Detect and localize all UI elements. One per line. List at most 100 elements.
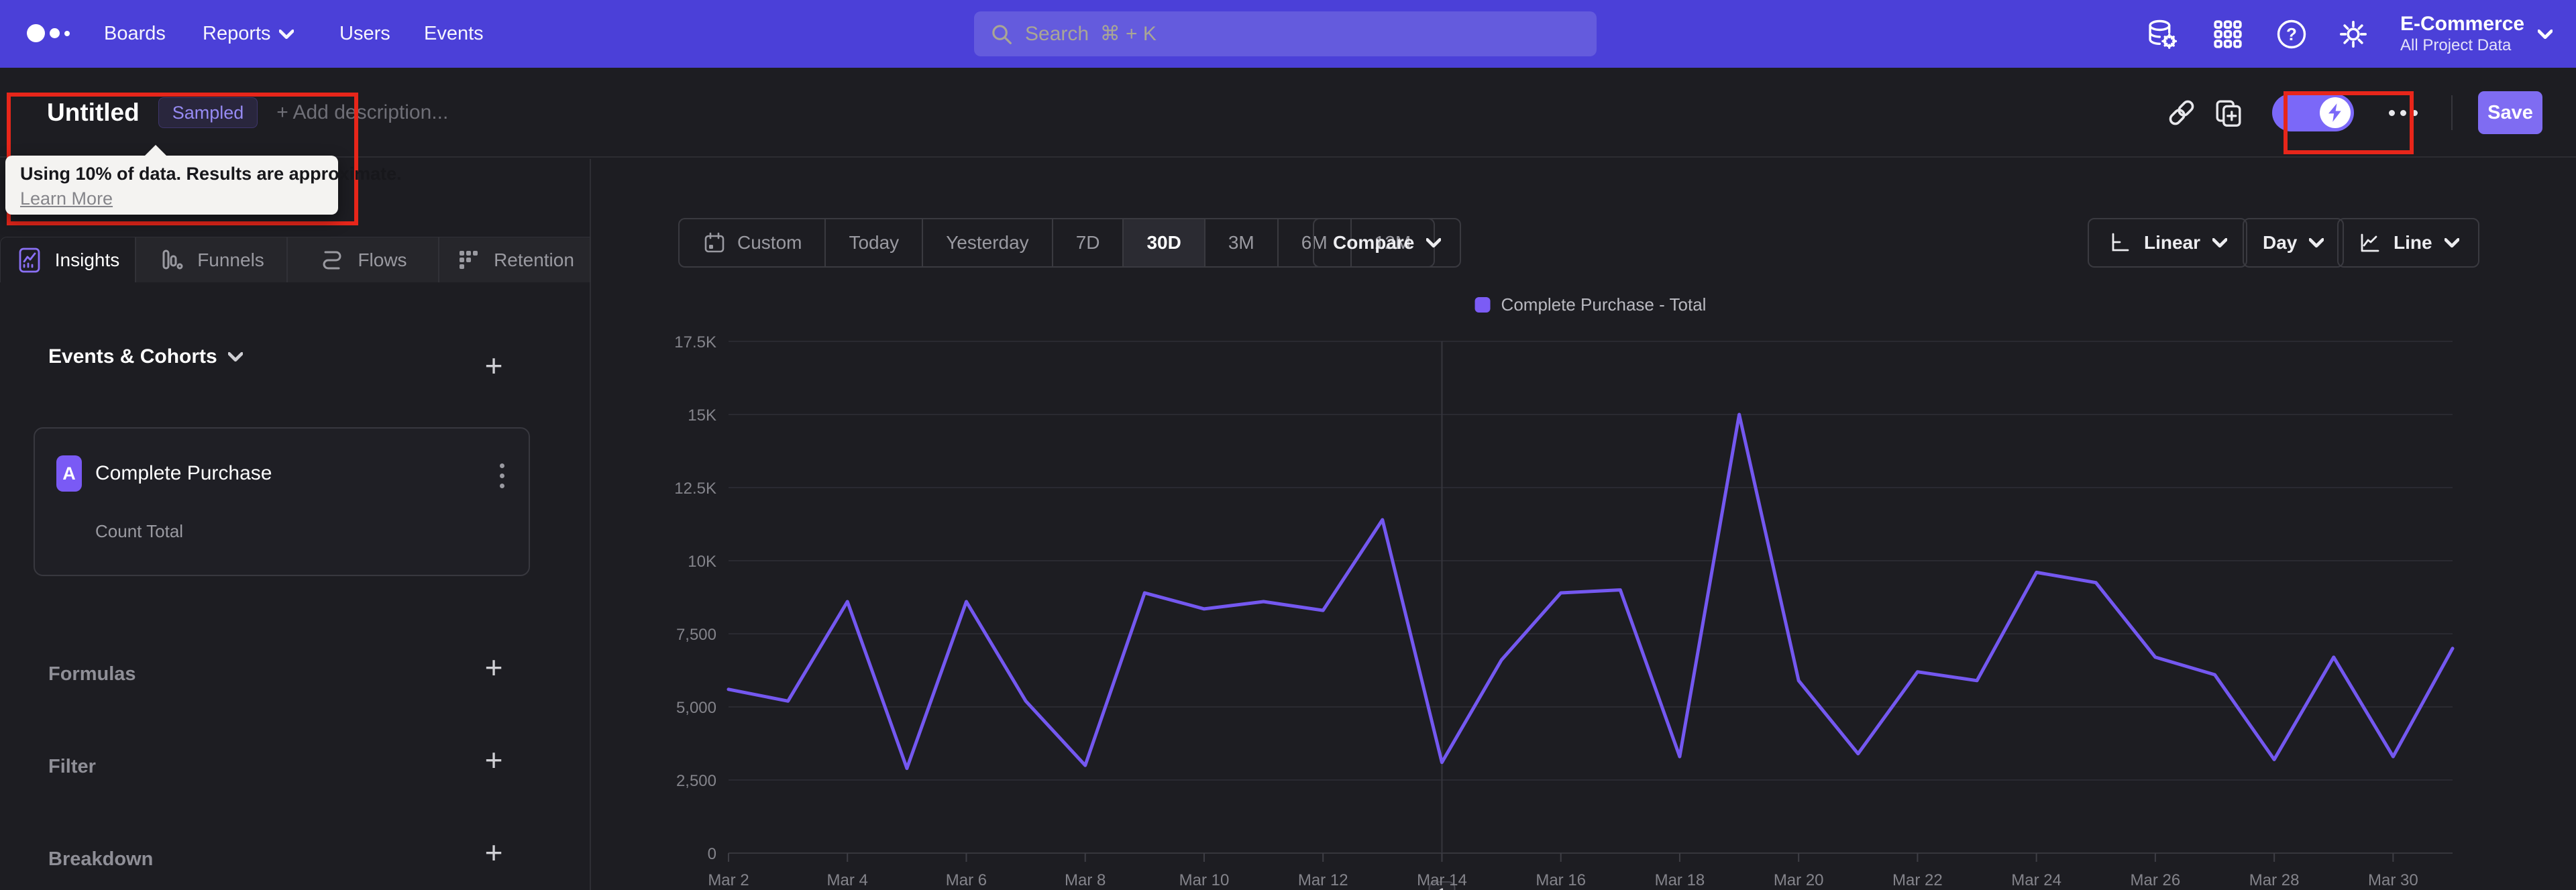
svg-text:1: 1 bbox=[1437, 885, 1447, 890]
help-icon[interactable]: ? bbox=[2274, 0, 2309, 68]
copy-link-icon[interactable] bbox=[2158, 89, 2205, 136]
add-filter-button[interactable]: + bbox=[484, 742, 503, 777]
lightning-icon bbox=[2328, 103, 2341, 122]
report-title-bar: Untitled Sampled + Add description... bbox=[0, 68, 2576, 158]
svg-text:?: ? bbox=[2286, 24, 2297, 44]
copy-to-board-icon[interactable] bbox=[2205, 89, 2252, 136]
legend-swatch bbox=[1474, 297, 1491, 313]
chart-legend[interactable]: Complete Purchase - Total bbox=[1474, 294, 1707, 315]
report-tabs: Insights Funnels Flows bbox=[0, 237, 590, 282]
add-formula-button[interactable]: + bbox=[484, 650, 503, 685]
tooltip-message: Using 10% of data. Results are approxima… bbox=[20, 164, 402, 184]
svg-text:17.5K: 17.5K bbox=[674, 333, 716, 351]
chevron-down-icon bbox=[2212, 238, 2228, 247]
tab-funnels[interactable]: Funnels bbox=[136, 237, 287, 282]
svg-text:Mar 2: Mar 2 bbox=[708, 871, 749, 889]
date-range-today[interactable]: Today bbox=[826, 219, 924, 266]
chevron-down-icon bbox=[2309, 238, 2324, 247]
learn-more-link[interactable]: Learn More bbox=[20, 188, 113, 209]
breakdown-header: Breakdown bbox=[48, 848, 154, 870]
project-scope: All Project Data bbox=[2400, 36, 2512, 54]
nav-item-users[interactable]: Users bbox=[339, 0, 390, 68]
filter-header: Filter bbox=[48, 756, 96, 777]
mixpanel-logo-icon[interactable] bbox=[27, 24, 70, 42]
chevron-down-icon bbox=[278, 29, 294, 39]
tab-flows[interactable]: Flows bbox=[287, 237, 439, 282]
sampled-badge[interactable]: Sampled bbox=[158, 97, 258, 128]
tab-retention[interactable]: Retention bbox=[439, 237, 590, 282]
query-builder-sidebar: Insights Funnels Flows bbox=[0, 159, 591, 890]
svg-text:10K: 10K bbox=[688, 553, 716, 571]
date-range-3m[interactable]: 3M bbox=[1205, 219, 1279, 266]
date-range-7d[interactable]: 7D bbox=[1053, 219, 1124, 266]
data-management-icon[interactable] bbox=[2144, 0, 2179, 68]
line-chart[interactable]: 0 2,500 5,000 7,500 10K 12.5K 15K 17.5K 1 Mar 2 Ma… bbox=[591, 323, 2576, 890]
apps-grid-icon[interactable] bbox=[2211, 0, 2245, 68]
date-range-6m[interactable]: 6M bbox=[1279, 219, 1352, 266]
nav-item-reports[interactable]: Reports bbox=[203, 0, 294, 68]
chevron-down-icon bbox=[2444, 238, 2459, 247]
scale-dropdown[interactable]: Linear bbox=[2088, 218, 2248, 268]
svg-text:Mar 6: Mar 6 bbox=[946, 871, 987, 889]
settings-gear-icon[interactable] bbox=[2336, 0, 2371, 68]
date-range-yesterday[interactable]: Yesterday bbox=[923, 219, 1053, 266]
global-search[interactable] bbox=[974, 11, 1597, 56]
svg-text:Mar 26: Mar 26 bbox=[2131, 871, 2181, 889]
top-nav: Boards Reports Users Events bbox=[0, 0, 2576, 68]
svg-text:7,500: 7,500 bbox=[676, 626, 716, 644]
event-kebab-menu[interactable] bbox=[494, 458, 510, 494]
formulas-header: Formulas bbox=[48, 663, 136, 685]
nav-item-boards[interactable]: Boards bbox=[104, 0, 166, 68]
chevron-down-icon bbox=[2538, 29, 2553, 39]
svg-text:5,000: 5,000 bbox=[676, 699, 716, 717]
svg-text:12.5K: 12.5K bbox=[674, 480, 716, 498]
add-event-button[interactable]: + bbox=[484, 348, 503, 383]
date-range-custom[interactable]: Custom bbox=[680, 219, 826, 266]
compare-dropdown[interactable]: Compare bbox=[1313, 218, 1462, 268]
search-input[interactable] bbox=[1025, 22, 1580, 46]
event-metric[interactable]: Count Total bbox=[95, 521, 184, 541]
svg-text:Mar 4: Mar 4 bbox=[827, 871, 868, 889]
annotation-badge[interactable] bbox=[1428, 881, 1456, 890]
date-range-30d[interactable]: 30D bbox=[1124, 219, 1205, 266]
svg-text:15K: 15K bbox=[688, 406, 716, 425]
chevron-down-icon bbox=[1426, 238, 1442, 247]
retention-icon bbox=[460, 250, 478, 269]
series-line[interactable] bbox=[727, 412, 2455, 771]
sampling-tooltip: Using 10% of data. Results are approxima… bbox=[5, 145, 402, 215]
calendar-icon bbox=[704, 232, 724, 253]
event-name[interactable]: Complete Purchase bbox=[95, 462, 272, 484]
project-name: E-Commerce bbox=[2400, 13, 2525, 36]
insights-icon bbox=[19, 247, 40, 272]
save-button[interactable]: Save bbox=[2478, 91, 2542, 134]
svg-text:Mar 12: Mar 12 bbox=[1298, 871, 1348, 889]
svg-text:Mar 14: Mar 14 bbox=[1417, 871, 1467, 889]
search-icon bbox=[992, 24, 1012, 44]
sampling-toggle[interactable] bbox=[2272, 94, 2354, 131]
date-range-12m[interactable]: 12M bbox=[1352, 219, 1434, 266]
project-switcher[interactable]: E-Commerce All Project Data bbox=[2400, 0, 2553, 68]
interval-dropdown[interactable]: Day bbox=[2243, 218, 2345, 268]
divider bbox=[2451, 95, 2453, 130]
add-description-field[interactable]: + Add description... bbox=[276, 101, 449, 123]
legend-label: Complete Purchase - Total bbox=[1501, 294, 1707, 315]
svg-text:Mar 8: Mar 8 bbox=[1065, 871, 1106, 889]
add-breakdown-button[interactable]: + bbox=[484, 835, 503, 870]
tab-label: Funnels bbox=[197, 249, 264, 270]
chevron-down-icon bbox=[227, 352, 243, 361]
nav-item-events[interactable]: Events bbox=[424, 0, 484, 68]
tab-insights[interactable]: Insights bbox=[0, 237, 136, 282]
event-card[interactable]: A Complete Purchase Count Total bbox=[34, 427, 530, 576]
more-options-ellipsis[interactable] bbox=[2389, 109, 2418, 116]
events-cohorts-header[interactable]: Events & Cohorts bbox=[48, 345, 243, 368]
funnels-icon bbox=[162, 249, 183, 269]
tab-label: Retention bbox=[494, 249, 574, 270]
date-range-label: Custom bbox=[737, 232, 802, 253]
svg-text:Mar 20: Mar 20 bbox=[1774, 871, 1824, 889]
chart-type-dropdown[interactable]: Line bbox=[2337, 218, 2479, 268]
svg-text:0: 0 bbox=[708, 845, 716, 863]
chart-panel: Custom Today Yesterday 7D 30D 3M 6M 12M … bbox=[591, 159, 2576, 890]
report-title[interactable]: Untitled bbox=[47, 99, 140, 126]
svg-text:Mar 30: Mar 30 bbox=[2368, 871, 2418, 889]
nav-item-label: Users bbox=[339, 23, 390, 44]
